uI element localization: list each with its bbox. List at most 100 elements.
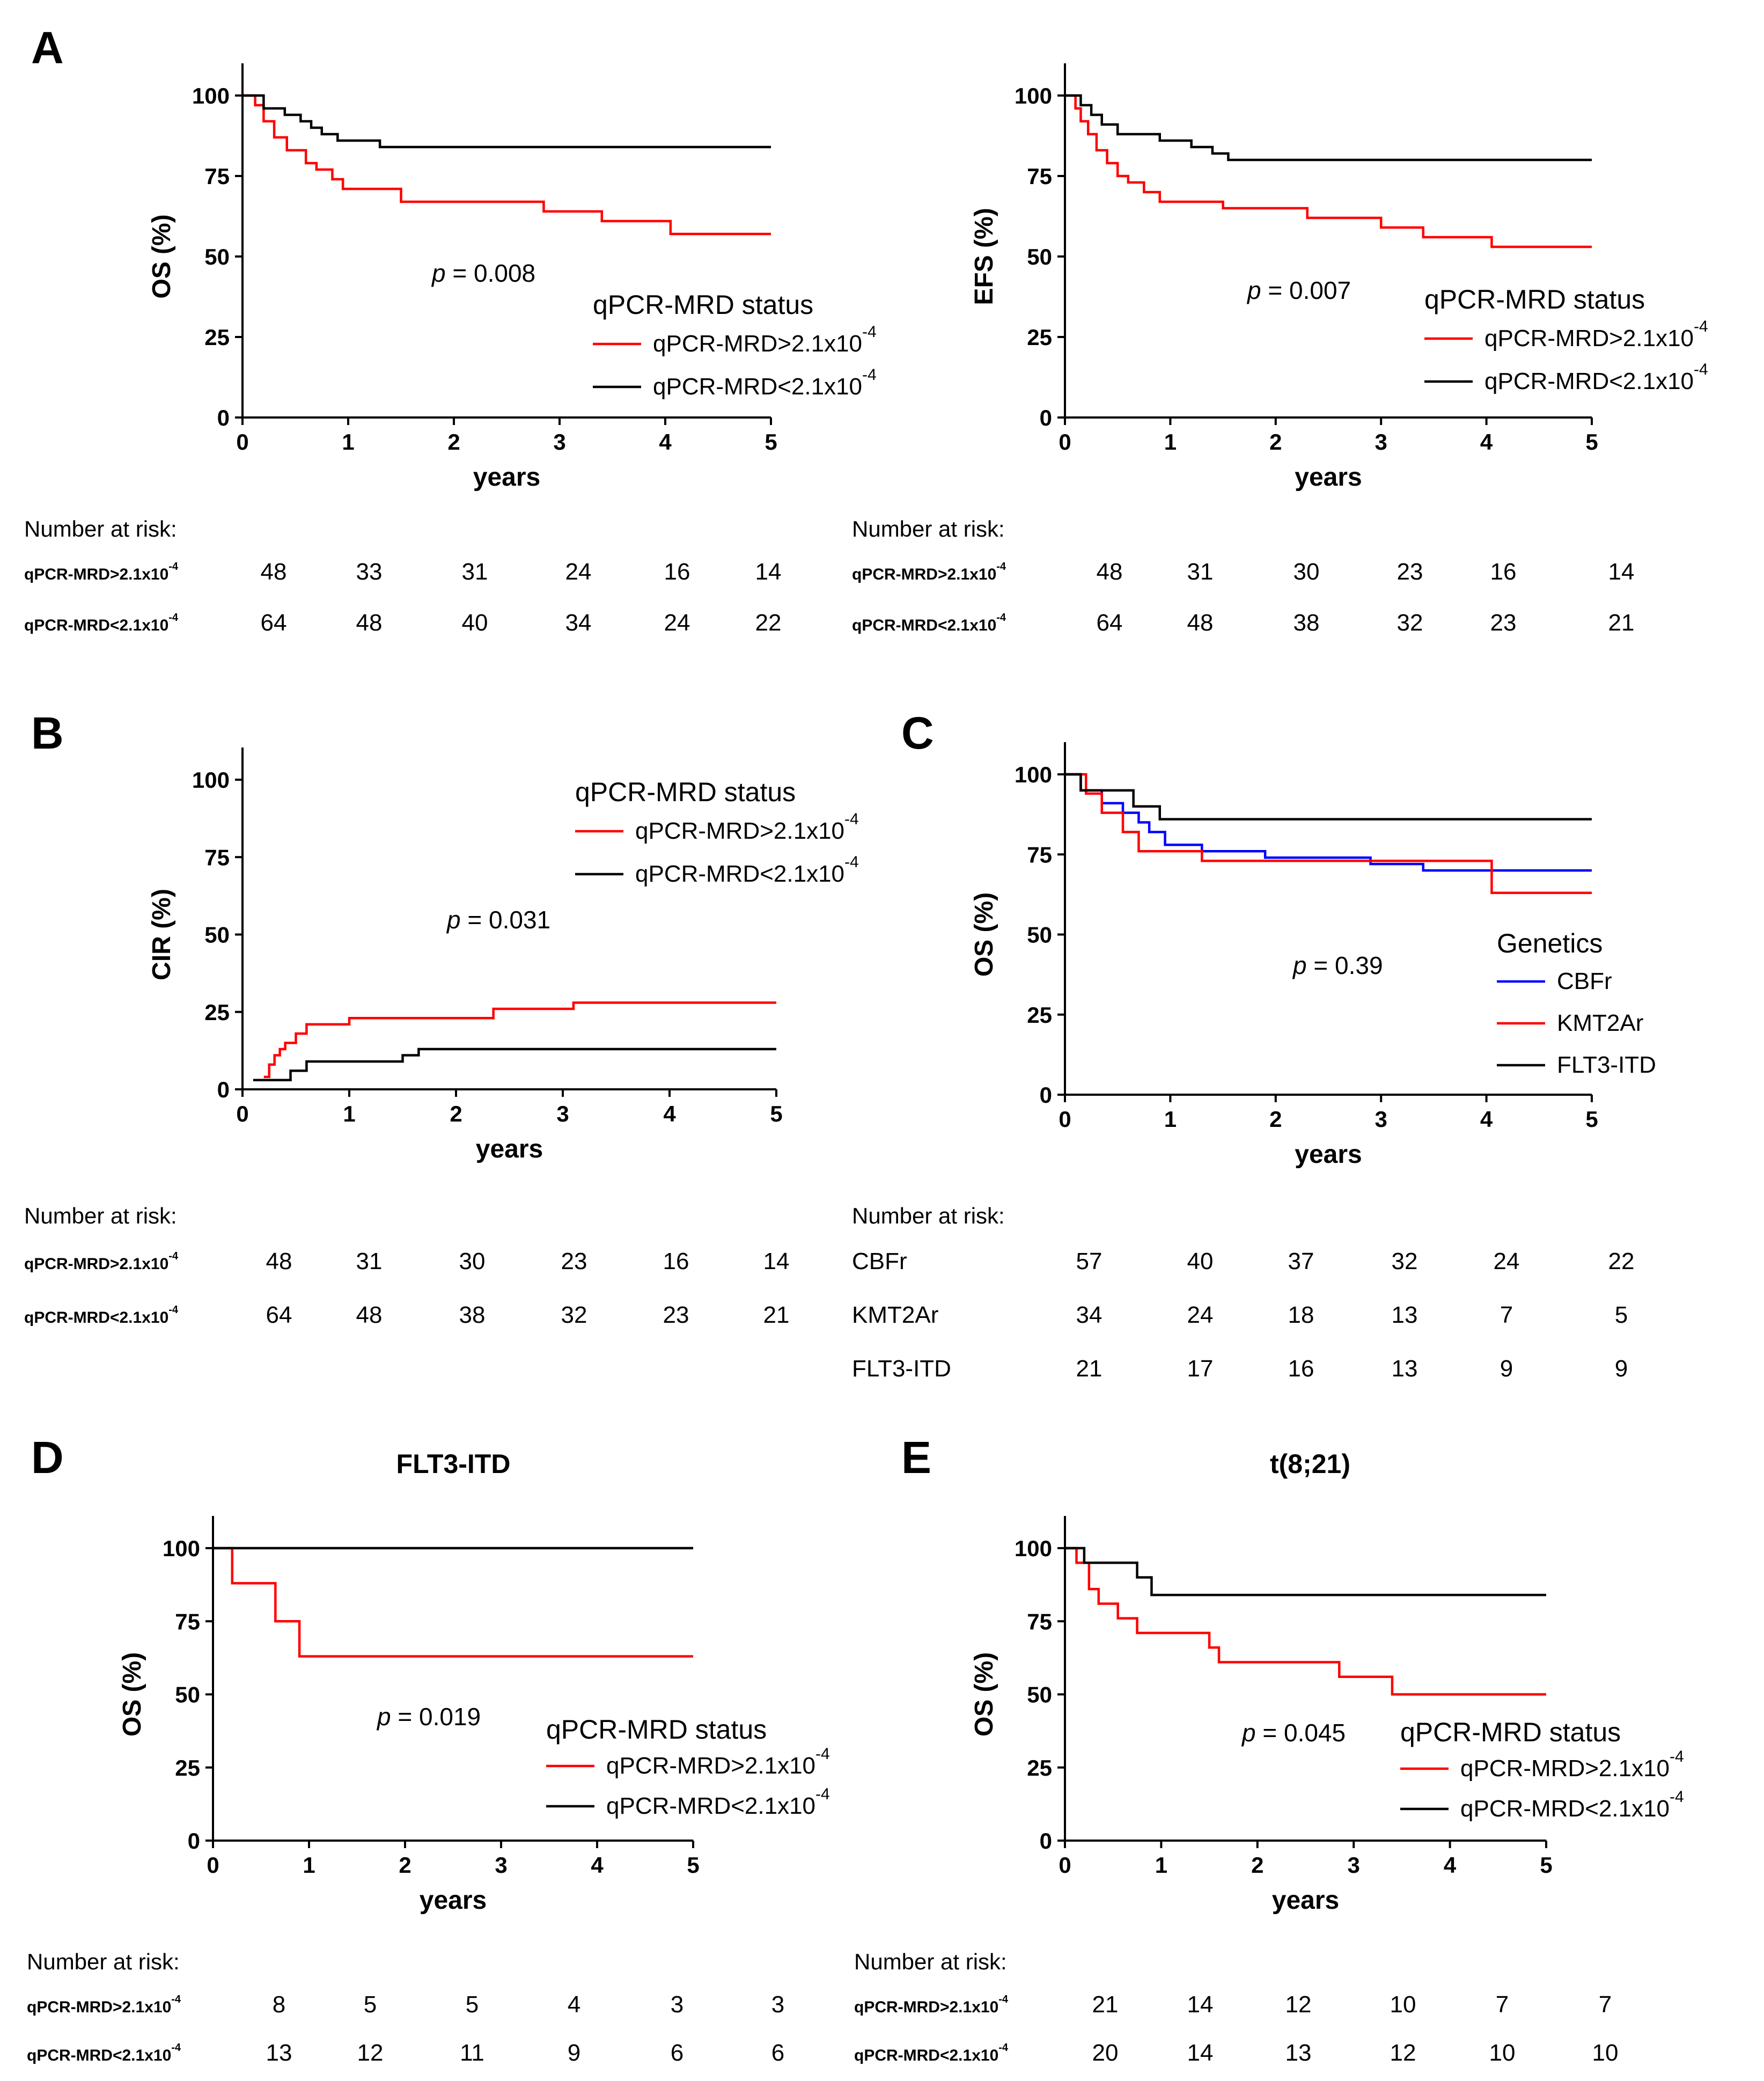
y-axis-label: OS (%)	[148, 214, 176, 298]
series-line-1	[1065, 1547, 1546, 1596]
x-tick-label: 3	[495, 1852, 507, 1878]
risk-value: 9	[1500, 1355, 1513, 1382]
risk-value: 8	[273, 1991, 285, 2018]
risk-value: 20	[1092, 2040, 1119, 2066]
panel-label-b: B	[31, 708, 64, 758]
y-axis-label: CIR (%)	[148, 889, 176, 980]
y-tick-label: 0	[217, 1077, 230, 1102]
risk-row-label: qPCR-MRD<2.1x10-4	[854, 2042, 1009, 2064]
legend: Genetics CBFr KMT2Ar FLT3-ITD	[1497, 928, 1656, 1078]
series-line-1	[1065, 773, 1592, 895]
risk-value: 40	[462, 610, 488, 636]
risk-header: Number at risk:	[852, 516, 1005, 541]
risk-value: 10	[1390, 1991, 1416, 2018]
risk-row-label: qPCR-MRD>2.1x10-4	[854, 1994, 1009, 2016]
x-tick-label: 2	[399, 1852, 411, 1878]
risk-value: 4	[568, 1991, 580, 2018]
risk-value: 9	[1615, 1355, 1628, 1382]
y-axis-label: OS (%)	[970, 1652, 998, 1736]
risk-row-label: FLT3-ITD	[852, 1355, 951, 1382]
risk-value: 17	[1187, 1355, 1214, 1382]
risk-header: Number at risk:	[852, 1203, 1005, 1228]
x-axis-label: years	[1295, 1140, 1362, 1169]
risk-row-label: qPCR-MRD<2.1x10-4	[27, 2042, 181, 2064]
x-tick-label: 1	[343, 1101, 355, 1126]
series-line-1	[242, 94, 771, 149]
x-axis-label: years	[473, 463, 540, 492]
risk-value: 12	[357, 2040, 384, 2066]
x-tick-label: 0	[236, 1101, 248, 1126]
legend-entry: qPCR-MRD>2.1x10-4	[635, 810, 859, 844]
p-value: p = 0.008	[431, 259, 535, 287]
legend-entry: qPCR-MRD>2.1x10-4	[1484, 318, 1708, 351]
x-tick-label: 2	[450, 1101, 462, 1126]
risk-value: 32	[1392, 1248, 1418, 1274]
risk-value: 38	[1293, 610, 1320, 636]
series-line-1	[1065, 94, 1592, 162]
x-tick-label: 2	[1269, 429, 1282, 455]
x-axis-label: years	[1272, 1886, 1339, 1915]
y-tick-label: 0	[1040, 405, 1052, 430]
y-tick-label: 50	[1027, 1682, 1052, 1708]
x-tick-label: 3	[553, 429, 565, 455]
legend: qPCR-MRD statusqPCR-MRD>2.1x10-4qPCR-MRD…	[1424, 284, 1708, 394]
panel-label-c: C	[901, 708, 934, 758]
y-tick-label: 50	[1027, 922, 1052, 948]
x-tick-label: 5	[1585, 429, 1598, 455]
risk-value: 14	[1187, 2040, 1214, 2066]
y-tick-label: 75	[1027, 1609, 1052, 1634]
risk-value: 24	[1494, 1248, 1520, 1274]
x-tick-label: 0	[1059, 429, 1071, 455]
panel-title: t(8;21)	[1270, 1449, 1350, 1479]
legend-entry: FLT3-ITD	[1557, 1052, 1656, 1078]
x-tick-label: 4	[1444, 1852, 1457, 1878]
y-tick-label: 75	[175, 1609, 200, 1634]
p-value: p = 0.045	[1241, 1719, 1346, 1747]
series-line-1	[253, 1047, 776, 1081]
risk-value: 33	[356, 559, 383, 585]
risk-value: 37	[1288, 1248, 1314, 1274]
risk-table: Number at risk: qPCR-MRD>2.1x10-4 21 14 12 10…	[854, 1949, 1618, 2066]
y-tick-label: 100	[163, 1536, 200, 1561]
x-tick-label: 1	[303, 1852, 315, 1878]
legend: qPCR-MRD statusqPCR-MRD>2.1x10-4qPCR-MRD…	[1400, 1717, 1684, 1822]
x-tick-label: 1	[1164, 1107, 1177, 1132]
series-line-0	[263, 1001, 776, 1079]
y-tick-label: 0	[1040, 1082, 1052, 1108]
x-axis-label: years	[476, 1135, 543, 1163]
legend-entry: qPCR-MRD<2.1x10-4	[1460, 1788, 1684, 1822]
x-tick-label: 5	[1585, 1107, 1598, 1132]
risk-value: 31	[462, 559, 488, 585]
y-tick-label: 75	[1027, 164, 1052, 189]
risk-value: 14	[763, 1248, 790, 1274]
x-tick-label: 3	[1375, 429, 1387, 455]
risk-value: 9	[568, 2040, 580, 2066]
risk-value: 6	[771, 2040, 784, 2066]
legend-entry: qPCR-MRD<2.1x10-4	[635, 853, 859, 887]
x-axis-label: years	[420, 1886, 487, 1915]
legend-entry: qPCR-MRD>2.1x10-4	[653, 323, 877, 357]
risk-value: 32	[1397, 610, 1423, 636]
y-tick-label: 0	[217, 405, 230, 430]
panel-label-d: D	[31, 1432, 64, 1483]
risk-value: 16	[663, 1248, 689, 1274]
risk-row-label: qPCR-MRD>2.1x10-4	[24, 1250, 179, 1273]
p-value: p = 0.019	[376, 1703, 481, 1731]
risk-row-label: qPCR-MRD>2.1x10-4	[27, 1994, 181, 2016]
risk-value: 31	[1187, 559, 1214, 585]
risk-value: 21	[1092, 1991, 1119, 2018]
panel-label-a: A	[31, 23, 64, 73]
risk-value: 24	[664, 610, 690, 636]
risk-value: 48	[266, 1248, 292, 1274]
risk-row-label: qPCR-MRD>2.1x10-4	[24, 561, 179, 583]
risk-value: 48	[1097, 559, 1123, 585]
y-tick-label: 50	[1027, 244, 1052, 269]
x-tick-label: 3	[556, 1101, 569, 1126]
p-value: p = 0.031	[446, 906, 550, 934]
risk-value: 13	[266, 2040, 292, 2066]
risk-value: 34	[565, 610, 592, 636]
y-tick-label: 25	[175, 1755, 200, 1780]
